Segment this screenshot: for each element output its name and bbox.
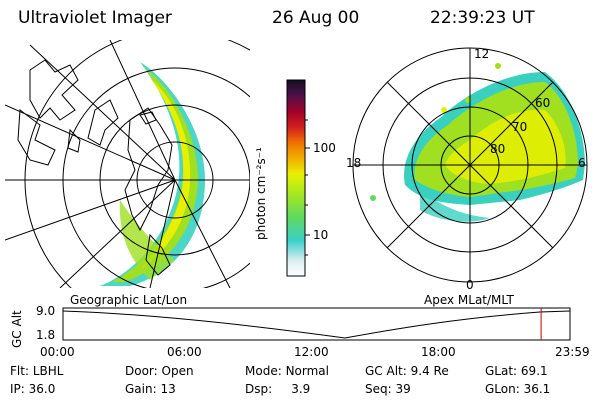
time-label: 22:39:23 UT [430, 8, 535, 28]
altitude-ytick-low: 1.8 [36, 328, 56, 342]
colorbar-tick-100: 100 [313, 141, 336, 155]
altitude-ytick-high: 9.0 [36, 304, 56, 318]
xtick-1200: 12:00 [294, 345, 329, 359]
mlt-label-12: 12 [474, 47, 490, 61]
status-dsp: Dsp: 3.9 [245, 382, 311, 396]
polar-map [352, 47, 588, 283]
right-map-caption: Apex MLat/MLT [424, 293, 514, 307]
colorbar-unit-label: photon cm⁻²s⁻¹ [254, 147, 268, 240]
xtick-0600: 06:00 [167, 345, 202, 359]
xtick-2359: 23:59 [555, 345, 590, 359]
xtick-0000: 00:00 [40, 345, 75, 359]
mlat-label-70: 70 [512, 120, 528, 134]
mlat-label-60: 60 [535, 96, 551, 110]
status-glat: GLat: 69.1 [485, 364, 548, 378]
polar-grid [352, 47, 588, 283]
colorbar-tick-10: 10 [313, 228, 329, 242]
geographic-map [5, 40, 250, 288]
date-label: 26 Aug 00 [272, 8, 360, 28]
status-seq: Seq: 39 [365, 382, 411, 396]
instrument-title: Ultraviolet Imager [18, 8, 172, 28]
colorbar [286, 79, 310, 277]
mlat-label-80: 80 [490, 142, 506, 156]
status-gc-alt: GC Alt: 9.4 Re [365, 364, 449, 378]
status-filter: Flt: LBHL [10, 364, 64, 378]
mlt-label-18: 18 [346, 156, 362, 170]
status-door: Door: Open [125, 364, 194, 378]
altitude-ylabel: GC Alt [10, 310, 24, 348]
aurora-oval-polar [370, 63, 585, 222]
xtick-1800: 18:00 [421, 345, 456, 359]
altitude-plot-frame [62, 307, 571, 341]
altitude-curve [62, 310, 571, 339]
mlt-label-6: 6 [578, 156, 586, 170]
coastlines [17, 59, 173, 276]
mlt-label-0: 0 [466, 278, 474, 292]
status-ip: IP: 36.0 [10, 382, 56, 396]
aurora-oval-geo [100, 62, 205, 286]
altitude-plot [62, 307, 571, 341]
left-map-caption: Geographic Lat/Lon [70, 293, 188, 307]
status-glon: GLon: 36.1 [485, 382, 551, 396]
geo-grid [5, 40, 250, 288]
status-mode: Mode: Normal [245, 364, 329, 378]
status-gain: Gain: 13 [125, 382, 176, 396]
